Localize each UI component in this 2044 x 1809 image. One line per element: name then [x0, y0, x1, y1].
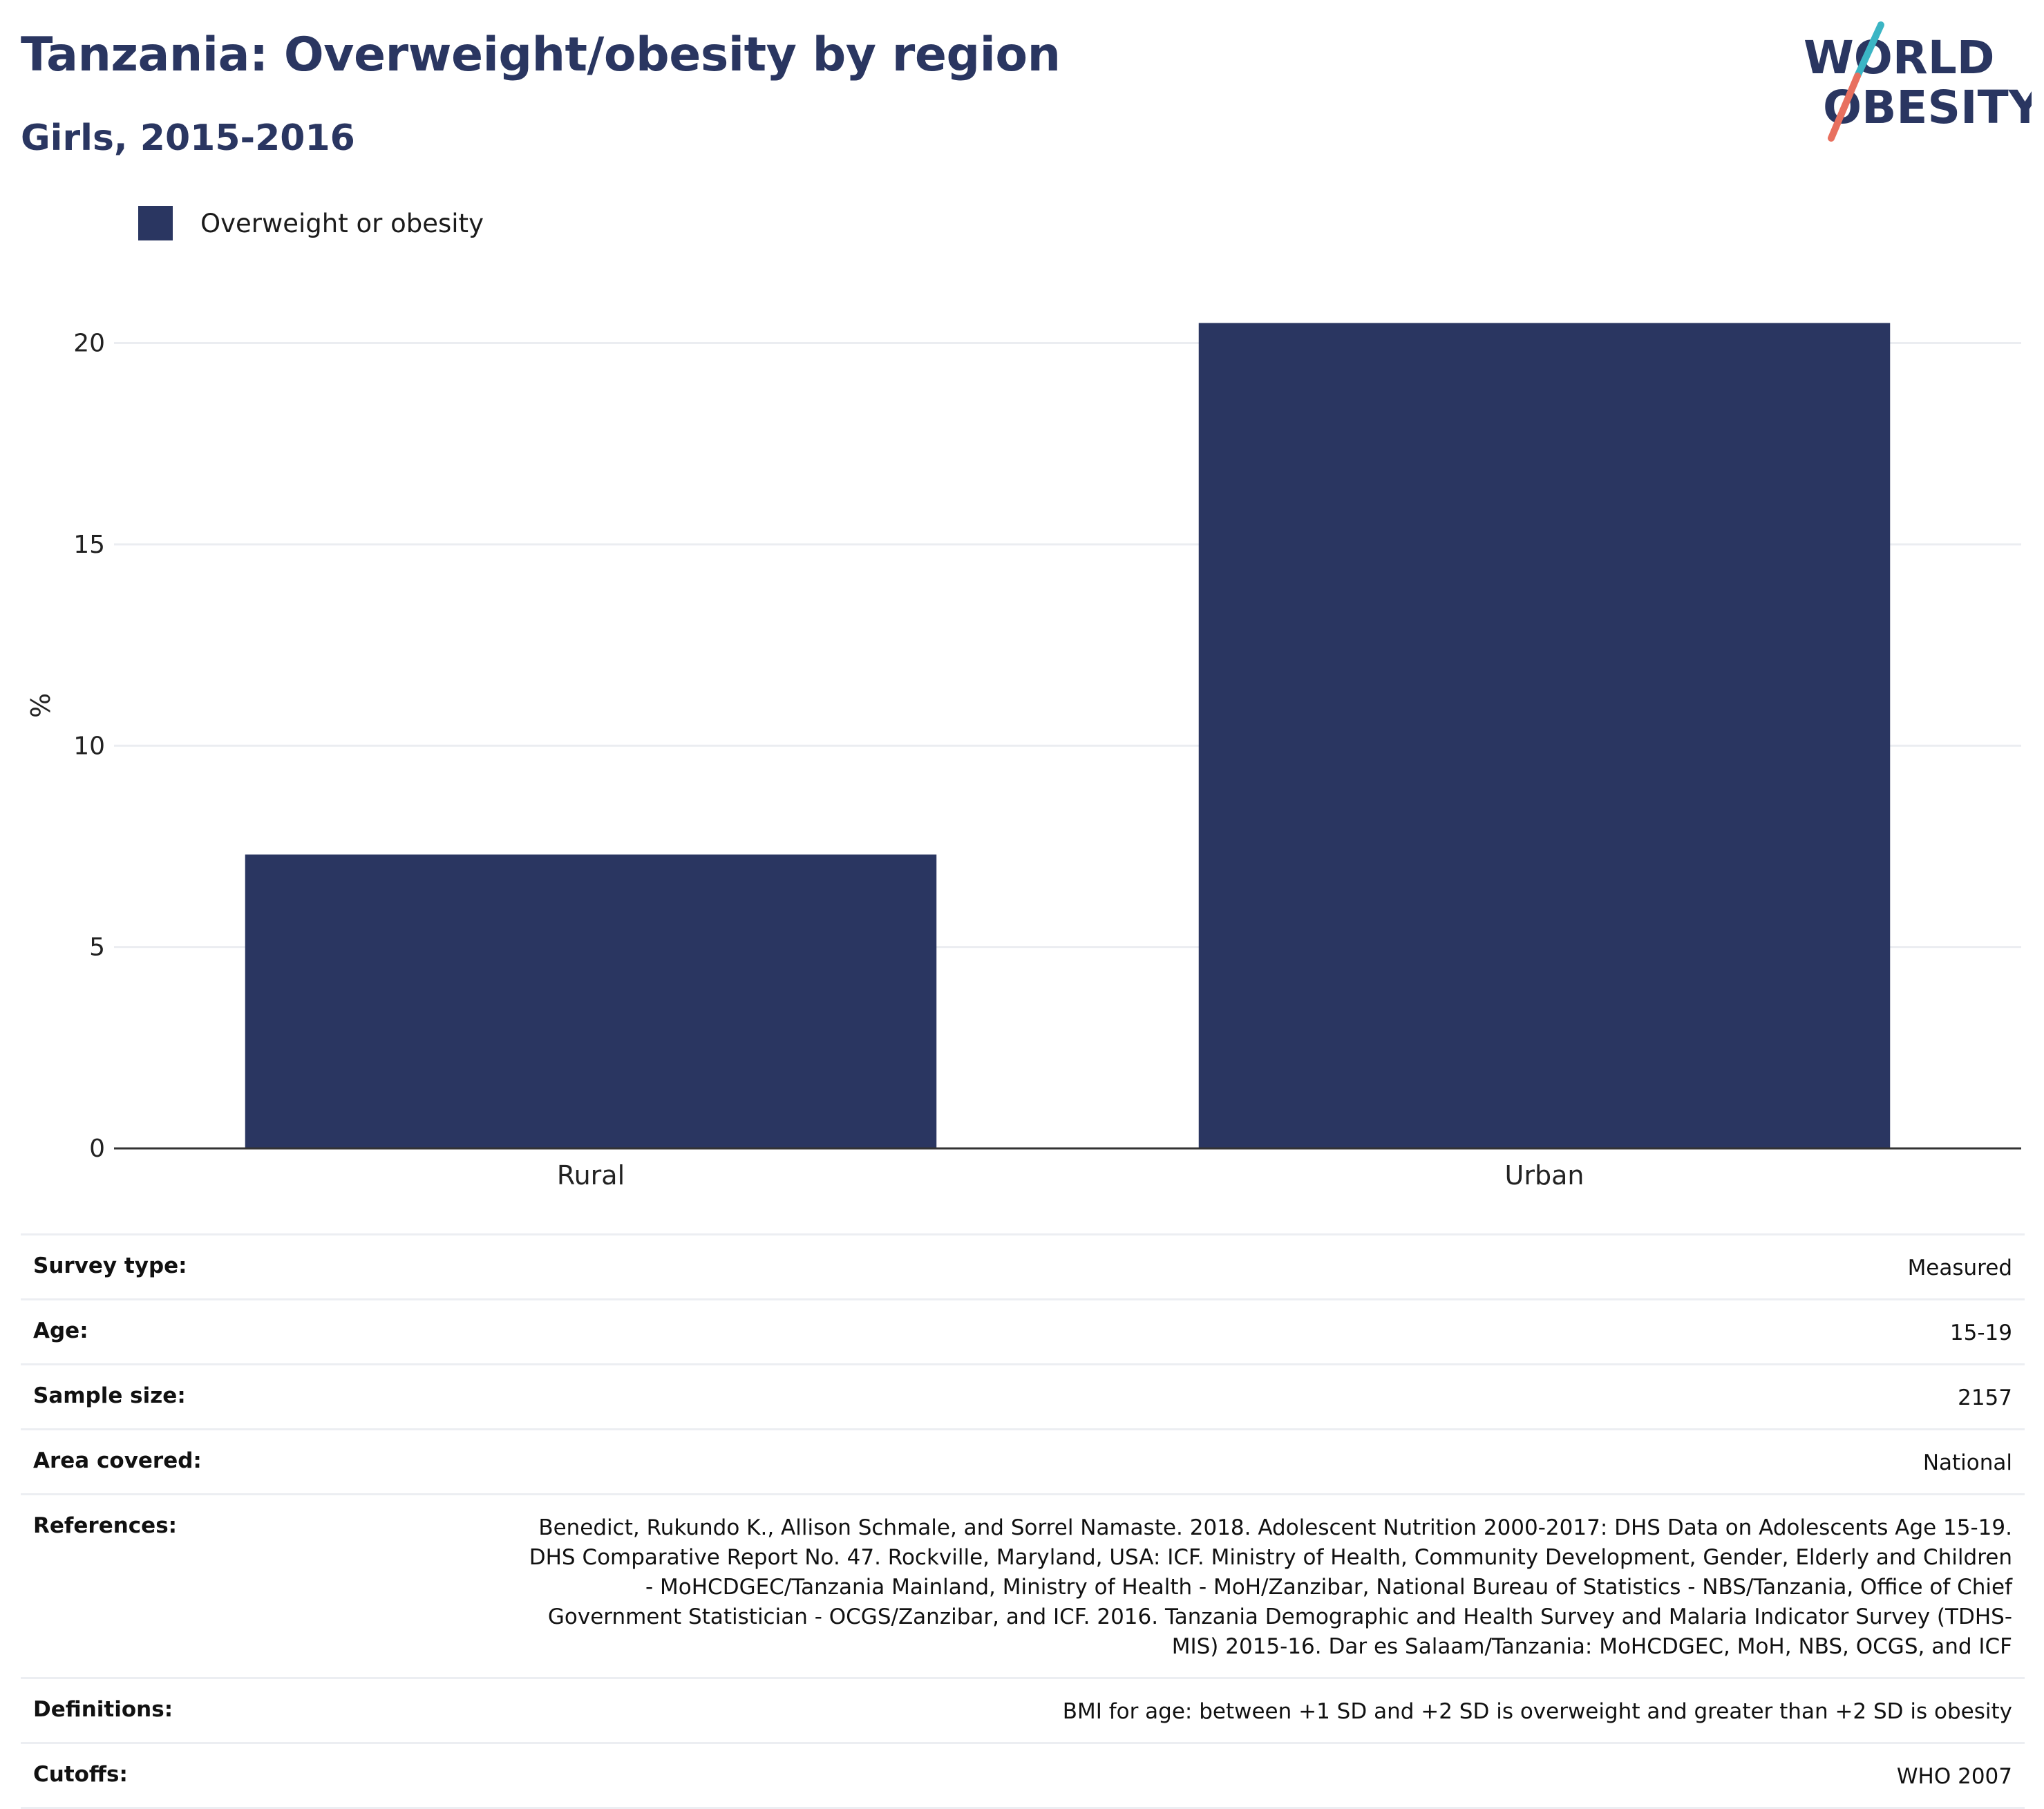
- logo-slash-coral: [1828, 73, 1861, 142]
- detail-label: Definitions:: [33, 1697, 173, 1722]
- detail-value: WHO 2007: [1896, 1764, 2012, 1789]
- detail-value: BMI for age: between +1 SD and +2 SD is …: [1062, 1699, 2012, 1724]
- detail-label: Age:: [33, 1318, 88, 1343]
- detail-label: References:: [33, 1513, 178, 1538]
- detail-row-definitions: Definitions: BMI for age: between +1 SD …: [21, 1677, 2025, 1742]
- x-tick-label: Urban: [1505, 1160, 1584, 1191]
- detail-row-references: References: Benedict, Rukundo K., Alliso…: [21, 1493, 2025, 1677]
- y-tick-label: 15: [73, 531, 105, 559]
- bar-rural: [245, 854, 937, 1148]
- legend: Overweight or obesity: [138, 206, 484, 240]
- detail-row-cutoffs: Cutoffs: WHO 2007: [21, 1742, 2025, 1809]
- detail-value: Benedict, Rukundo K., Allison Schmale, a…: [529, 1515, 2012, 1659]
- detail-row-sample-size: Sample size: 2157: [21, 1363, 2025, 1428]
- legend-swatch: [138, 206, 173, 240]
- y-axis-label: %: [26, 693, 56, 718]
- chart-title: Tanzania: Overweight/obesity by region: [21, 28, 1061, 82]
- detail-value: 2157: [1958, 1385, 2012, 1410]
- y-tick-label: 10: [73, 732, 105, 760]
- detail-row-age: Age: 15-19: [21, 1298, 2025, 1363]
- detail-label: Cutoffs:: [33, 1762, 128, 1787]
- logo-text-line2: OBESITY: [1823, 81, 2032, 134]
- chart-subtitle: Girls, 2015-2016: [21, 117, 355, 159]
- survey-details-table: Survey type: Measured Age: 15-19 Sample …: [21, 1233, 2025, 1809]
- y-tick-label: 20: [73, 330, 105, 358]
- bar-urban: [1198, 323, 1891, 1149]
- detail-label: Sample size:: [33, 1383, 186, 1408]
- detail-value: 15-19: [1949, 1320, 2012, 1345]
- detail-row-survey-type: Survey type: Measured: [21, 1233, 2025, 1298]
- y-tick-label: 0: [89, 1135, 105, 1163]
- detail-value: Measured: [1907, 1256, 2012, 1280]
- world-obesity-logo: WORLD OBESITY: [1804, 21, 2032, 142]
- y-tick-label: 5: [89, 934, 105, 962]
- detail-row-area-covered: Area covered: National: [21, 1428, 2025, 1493]
- x-tick-label: Rural: [557, 1160, 625, 1191]
- logo-text-line1: WORLD: [1804, 31, 1995, 84]
- detail-label: Area covered:: [33, 1448, 202, 1473]
- bar-chart: 0 5 10 15 20% Rural Urban: [26, 323, 2021, 1191]
- logo-slash-teal: [1854, 21, 1884, 79]
- detail-value: National: [1922, 1450, 2012, 1475]
- detail-label: Survey type:: [33, 1253, 187, 1278]
- legend-label: Overweight or obesity: [200, 208, 484, 238]
